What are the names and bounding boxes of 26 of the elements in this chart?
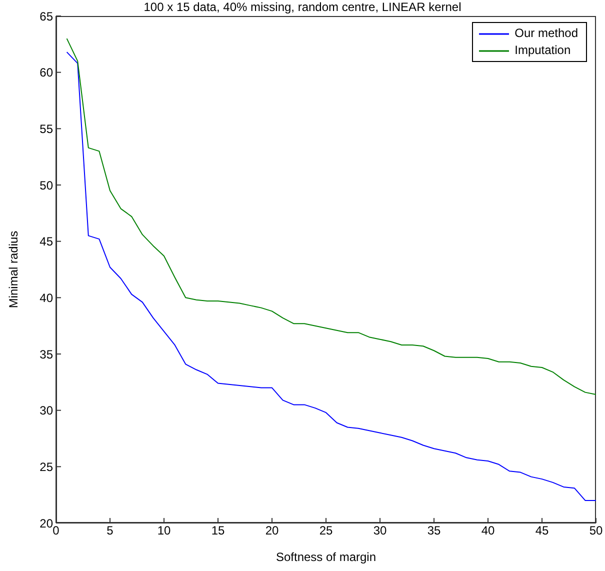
x-tick-label: 25 xyxy=(319,524,333,538)
y-tick-label: 45 xyxy=(40,234,54,249)
y-tick-label: 30 xyxy=(40,404,54,418)
x-tick-label: 15 xyxy=(211,524,225,538)
y-axis-title: Minimal radius xyxy=(6,230,20,308)
y-tick-label: 55 xyxy=(40,122,54,136)
chart-title: 100 x 15 data, 40% missing, random centre, LINEAR kernel xyxy=(144,0,462,14)
x-tick-label: 50 xyxy=(589,524,603,538)
x-tick-label: 30 xyxy=(373,524,387,538)
x-axis-title: Softness of margin xyxy=(276,550,376,564)
x-tick-label: 40 xyxy=(481,524,495,538)
x-tick-label: 45 xyxy=(535,524,549,538)
y-tick-label: 60 xyxy=(40,66,54,80)
x-tick-label: 20 xyxy=(265,524,279,538)
y-tick-label: 25 xyxy=(40,460,54,474)
y-tick-label: 35 xyxy=(40,347,54,362)
y-tick-label: 65 xyxy=(40,9,54,24)
line-series xyxy=(66,38,596,396)
y-tick-label: 50 xyxy=(40,178,54,192)
y-tick-label: 40 xyxy=(40,290,54,305)
legend-label: Our method xyxy=(514,25,578,42)
x-tick-label: 0 xyxy=(52,524,60,538)
x-tick-label: 35 xyxy=(427,524,441,538)
x-tick-label: 10 xyxy=(157,524,171,538)
legend-label: Imputation xyxy=(514,42,571,59)
x-tick-label: 5 xyxy=(106,524,114,538)
